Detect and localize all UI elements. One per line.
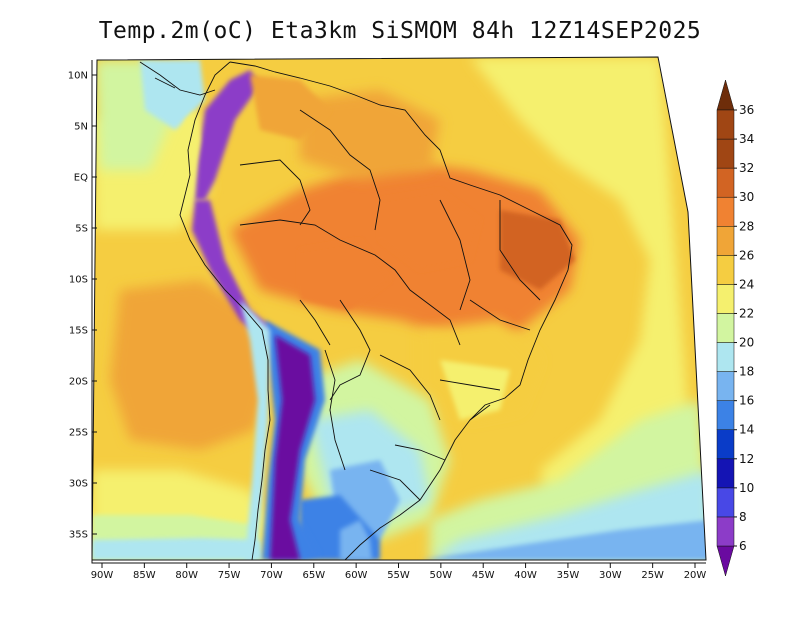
lon-tick-label: 85W — [133, 570, 156, 581]
colorbar-label: 8 — [739, 510, 747, 524]
lon-tick-label: 80W — [175, 570, 198, 581]
colorbar-label: 34 — [739, 132, 754, 146]
colorbar-segment — [716, 487, 735, 518]
colorbar-segment — [716, 458, 735, 489]
colorbar-label: 28 — [739, 219, 754, 233]
temperature-field — [92, 57, 706, 560]
lon-tick-label: 40W — [514, 570, 537, 581]
lon-tick-label: 30W — [599, 570, 622, 581]
colorbar-label: 14 — [739, 423, 754, 437]
colorbar-segment — [716, 429, 735, 460]
colorbar-label: 22 — [739, 306, 754, 320]
colorbar-label: 36 — [739, 103, 754, 117]
colorbar-segment — [716, 313, 735, 343]
colorbar-segment — [716, 109, 735, 140]
colorbar-segment — [716, 371, 735, 401]
colorbar-label: 18 — [739, 365, 754, 379]
latitude-axis: 10N 5N EQ 5S 10S 15S 20S 25S 30S 35S — [68, 71, 97, 541]
lat-tick-label: 25S — [69, 428, 88, 439]
colorbar-label: 30 — [739, 190, 754, 204]
lon-tick-label: 35W — [557, 570, 580, 581]
colorbar-label: 32 — [739, 161, 754, 175]
lat-tick-label: 20S — [69, 377, 88, 388]
lat-tick-label: EQ — [74, 173, 88, 184]
lon-tick-label: 90W — [91, 570, 114, 581]
colorbar-upper-arrow — [716, 79, 735, 111]
axis-frame — [91, 60, 706, 564]
colorbar-segment — [716, 167, 735, 198]
colorbar-label: 20 — [739, 336, 754, 350]
colorbar-segment — [716, 255, 735, 285]
colorbar-lower-arrow — [716, 545, 735, 577]
lat-tick-label: 15S — [69, 326, 88, 337]
lon-tick-label: 70W — [260, 570, 283, 581]
lon-tick-label: 65W — [302, 570, 325, 581]
plot-area — [92, 57, 706, 560]
colorbar-segment — [716, 226, 735, 256]
colorbar-label: 12 — [739, 452, 754, 466]
lat-tick-label: 35S — [69, 530, 88, 541]
lat-tick-label: 30S — [69, 479, 88, 490]
lon-tick-label: 20W — [684, 570, 707, 581]
lon-tick-label: 45W — [472, 570, 495, 581]
longitude-axis: 90W 85W 80W 75W 70W 65W 60W 55W 50W 45W 40W 35W 30W 2… — [91, 563, 707, 581]
colorbar-segment — [716, 342, 735, 372]
colorbar-segment — [716, 400, 735, 430]
colorbar-label: 6 — [739, 539, 747, 553]
lat-tick-label: 10N — [68, 71, 88, 82]
colorbar-label: 16 — [739, 394, 754, 408]
colorbar-segment — [716, 516, 735, 547]
colorbar: 6 8 10 12 14 16 18 20 22 24 26 28 30 32 34 36 — [716, 79, 754, 577]
lon-tick-label: 75W — [218, 570, 241, 581]
lon-tick-label: 55W — [387, 570, 410, 581]
colorbar-segment — [716, 284, 735, 314]
lon-tick-label: 50W — [430, 570, 453, 581]
colorbar-segment — [716, 138, 735, 169]
plot-border — [91, 56, 707, 561]
colorbar-label: 24 — [739, 277, 754, 291]
lat-tick-label: 5N — [74, 122, 88, 133]
country-borders — [139, 61, 573, 560]
colorbar-segment — [716, 196, 735, 227]
colorbar-label: 26 — [739, 248, 754, 262]
lon-tick-label: 60W — [345, 570, 368, 581]
colorbar-label: 10 — [739, 481, 754, 495]
map-title: Temp.2m(oC) Eta3km SiSMOM 84h 12Z14SEP20… — [98, 18, 702, 44]
lat-tick-label: 5S — [75, 224, 88, 235]
lat-tick-label: 10S — [69, 275, 88, 286]
lon-tick-label: 25W — [641, 570, 664, 581]
